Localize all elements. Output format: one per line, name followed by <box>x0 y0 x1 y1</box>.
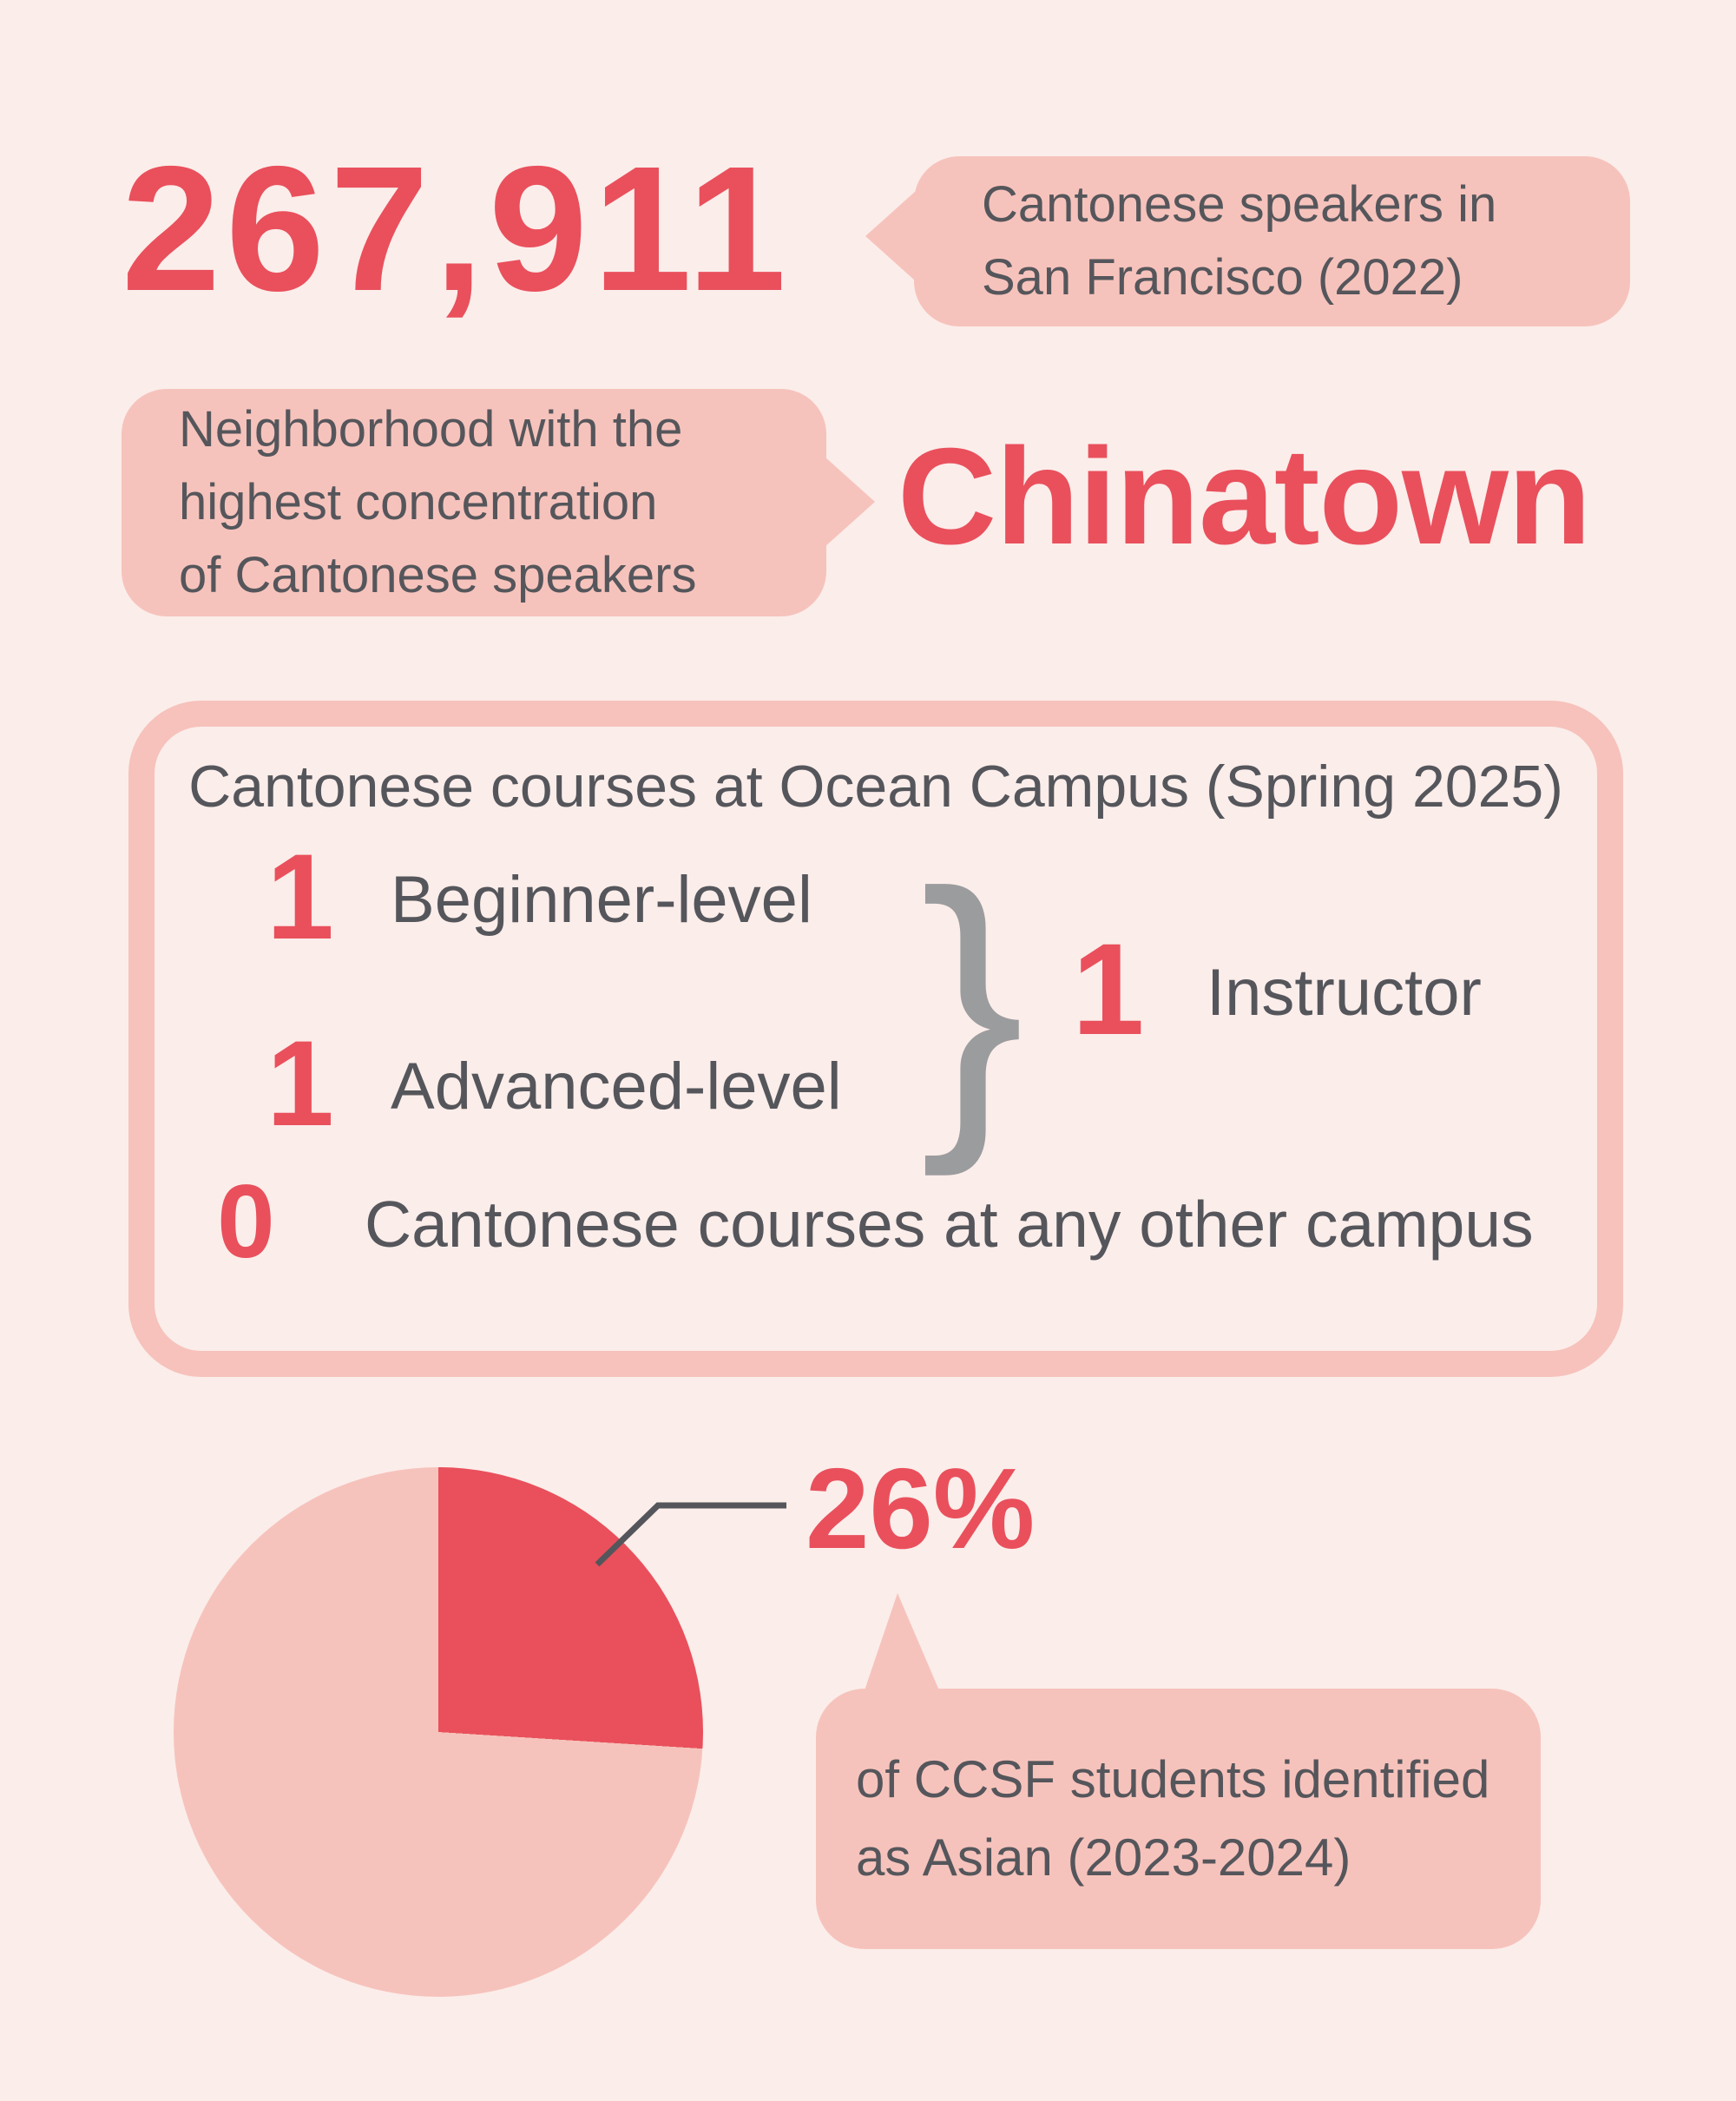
speakers-bubble-text-line1: Cantonese speakers in <box>982 175 1497 233</box>
speakers-bubble: Cantonese speakers in San Francisco (202… <box>865 156 1630 326</box>
neighborhood-name: Chinatown <box>898 420 1591 573</box>
neighborhood-bubble: Neighborhood with the highest concentrat… <box>122 389 875 616</box>
speakers-bubble-text-line2: San Francisco (2022) <box>982 249 1463 306</box>
advanced-course-label: Advanced-level <box>391 1050 842 1123</box>
asian-share-bubble: of CCSF students identified as Asian (20… <box>816 1593 1541 1949</box>
neighborhood-bubble-text-line3: of Cantonese speakers <box>179 547 697 604</box>
asian-share-bubble-tail <box>865 1593 939 1690</box>
neighborhood-bubble-tail <box>825 457 875 547</box>
courses-box: Cantonese courses at Ocean Campus (Sprin… <box>128 701 1623 1377</box>
beginner-course-count: 1 <box>266 828 334 965</box>
instructor-label: Instructor <box>1207 956 1482 1030</box>
asian-share-bubble-text-line2: as Asian (2023-2024) <box>856 1828 1351 1887</box>
asian-share-bubble-text-line1: of CCSF students identified <box>856 1750 1490 1808</box>
neighborhood-bubble-text-line2: highest concentration <box>179 473 658 530</box>
instructor-count: 1 <box>1072 916 1145 1062</box>
beginner-course-label: Beginner-level <box>391 863 812 937</box>
other-campus-course-label: Cantonese courses at any other campus <box>365 1188 1534 1261</box>
neighborhood-bubble-text-line1: Neighborhood with the <box>179 400 683 458</box>
advanced-course-count: 1 <box>266 1015 334 1151</box>
courses-box-title: Cantonese courses at Ocean Campus (Sprin… <box>188 754 1563 820</box>
pie-chart <box>174 1467 703 1997</box>
cantonese-speakers-count: 267,911 <box>122 129 792 328</box>
curly-brace-glyph: } <box>920 828 1025 1177</box>
asian-percent-label: 26% <box>806 1445 1036 1572</box>
other-campus-course-count: 0 <box>217 1163 275 1280</box>
speakers-bubble-tail <box>865 191 916 281</box>
